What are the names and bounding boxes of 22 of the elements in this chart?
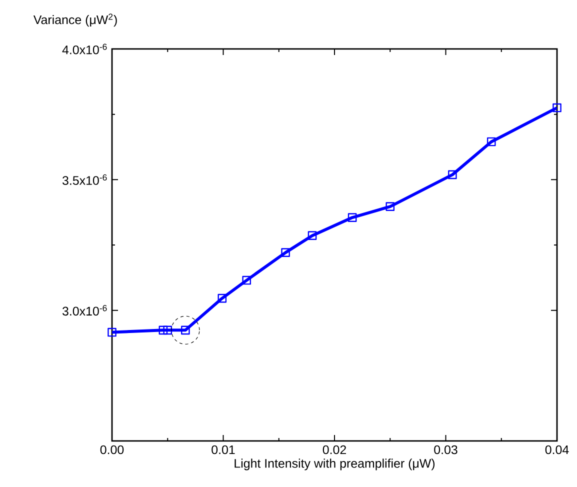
x-tick-label: 0.01: [212, 445, 235, 454]
point: [386, 202, 395, 211]
point: [163, 326, 172, 335]
x-axis-title: Light Intensity with preamplifier (μW): [234, 458, 435, 470]
point: [281, 248, 290, 257]
point: [552, 103, 562, 112]
y-tick-label: 3.0x10$^{-6}$: [62, 305, 107, 316]
point: [348, 213, 357, 222]
point: [218, 294, 227, 303]
point: [158, 326, 168, 335]
x-tick-label: 0.00: [100, 445, 124, 454]
y-tick-label: 3.5x10$^{-6}$: [62, 174, 107, 185]
x-tick-label: 0.03: [434, 445, 458, 454]
point: [308, 231, 317, 240]
point: [108, 328, 116, 337]
point: [448, 170, 457, 180]
point: [242, 276, 252, 285]
x-tick-label: 0.04: [545, 445, 569, 454]
point: [486, 137, 496, 146]
x-tick-label: 0.02: [322, 445, 346, 454]
y-axis-title: Variance (μW$^{2}$): [33, 14, 117, 27]
y-tick-label: 4.0x10$^{-6}$: [62, 44, 107, 54]
